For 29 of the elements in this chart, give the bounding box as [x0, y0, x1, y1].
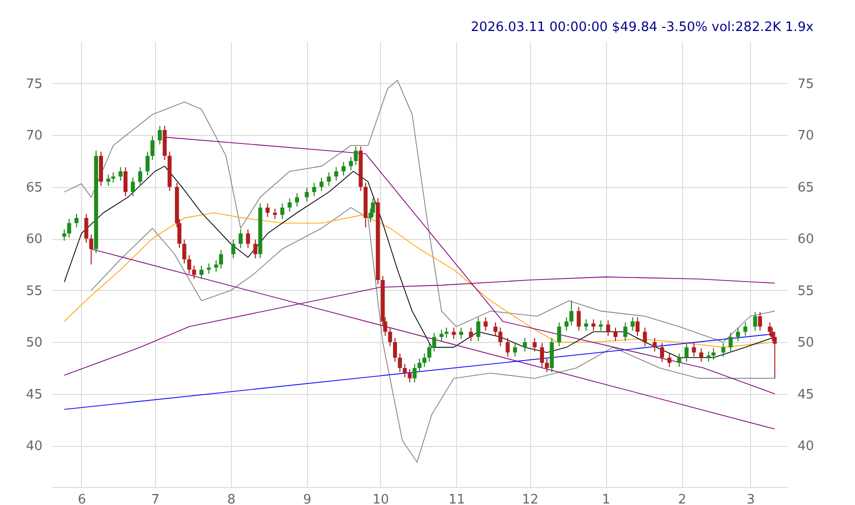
x-tick-label: 2 [678, 492, 686, 505]
x-tick-label: 10 [372, 492, 390, 505]
y-tick-label: 40 [26, 439, 42, 454]
x-tick-label: 3 [746, 492, 755, 505]
line-series [90, 207, 776, 463]
y2-tick-label: 45 [798, 387, 814, 402]
y-tick-label: 65 [26, 180, 42, 196]
x-tick-label: 9 [303, 492, 312, 505]
y2-tick-label: 60 [798, 232, 814, 248]
x-tick-label: 8 [227, 492, 236, 505]
x-tick-label: 1 [602, 492, 610, 505]
y2-tick-label: 50 [798, 336, 814, 351]
y-tick-label: 60 [26, 232, 42, 248]
y-tick-label: 70 [26, 128, 42, 144]
line-series [64, 80, 776, 343]
y-tick-label: 75 [26, 76, 42, 92]
y2-tick-label: 55 [798, 284, 814, 299]
y2-tick-label: 65 [798, 180, 814, 196]
y-tick-label: 55 [26, 284, 42, 299]
y2-tick-label: 75 [798, 76, 814, 92]
y2-tick-label: 70 [798, 128, 814, 144]
chart-title: 2026.03.11 00:00:00 $49.84 -3.50% vol:282.2K 1.9x [470, 20, 814, 35]
y-tick-label: 50 [26, 336, 42, 351]
y2-tick-label: 40 [798, 439, 814, 454]
x-tick-label: 12 [522, 492, 539, 505]
x-tick-label: 11 [448, 492, 466, 505]
x-tick-label: 6 [78, 492, 86, 505]
x-tick-label: 7 [151, 492, 160, 505]
y-tick-label: 45 [26, 387, 42, 402]
